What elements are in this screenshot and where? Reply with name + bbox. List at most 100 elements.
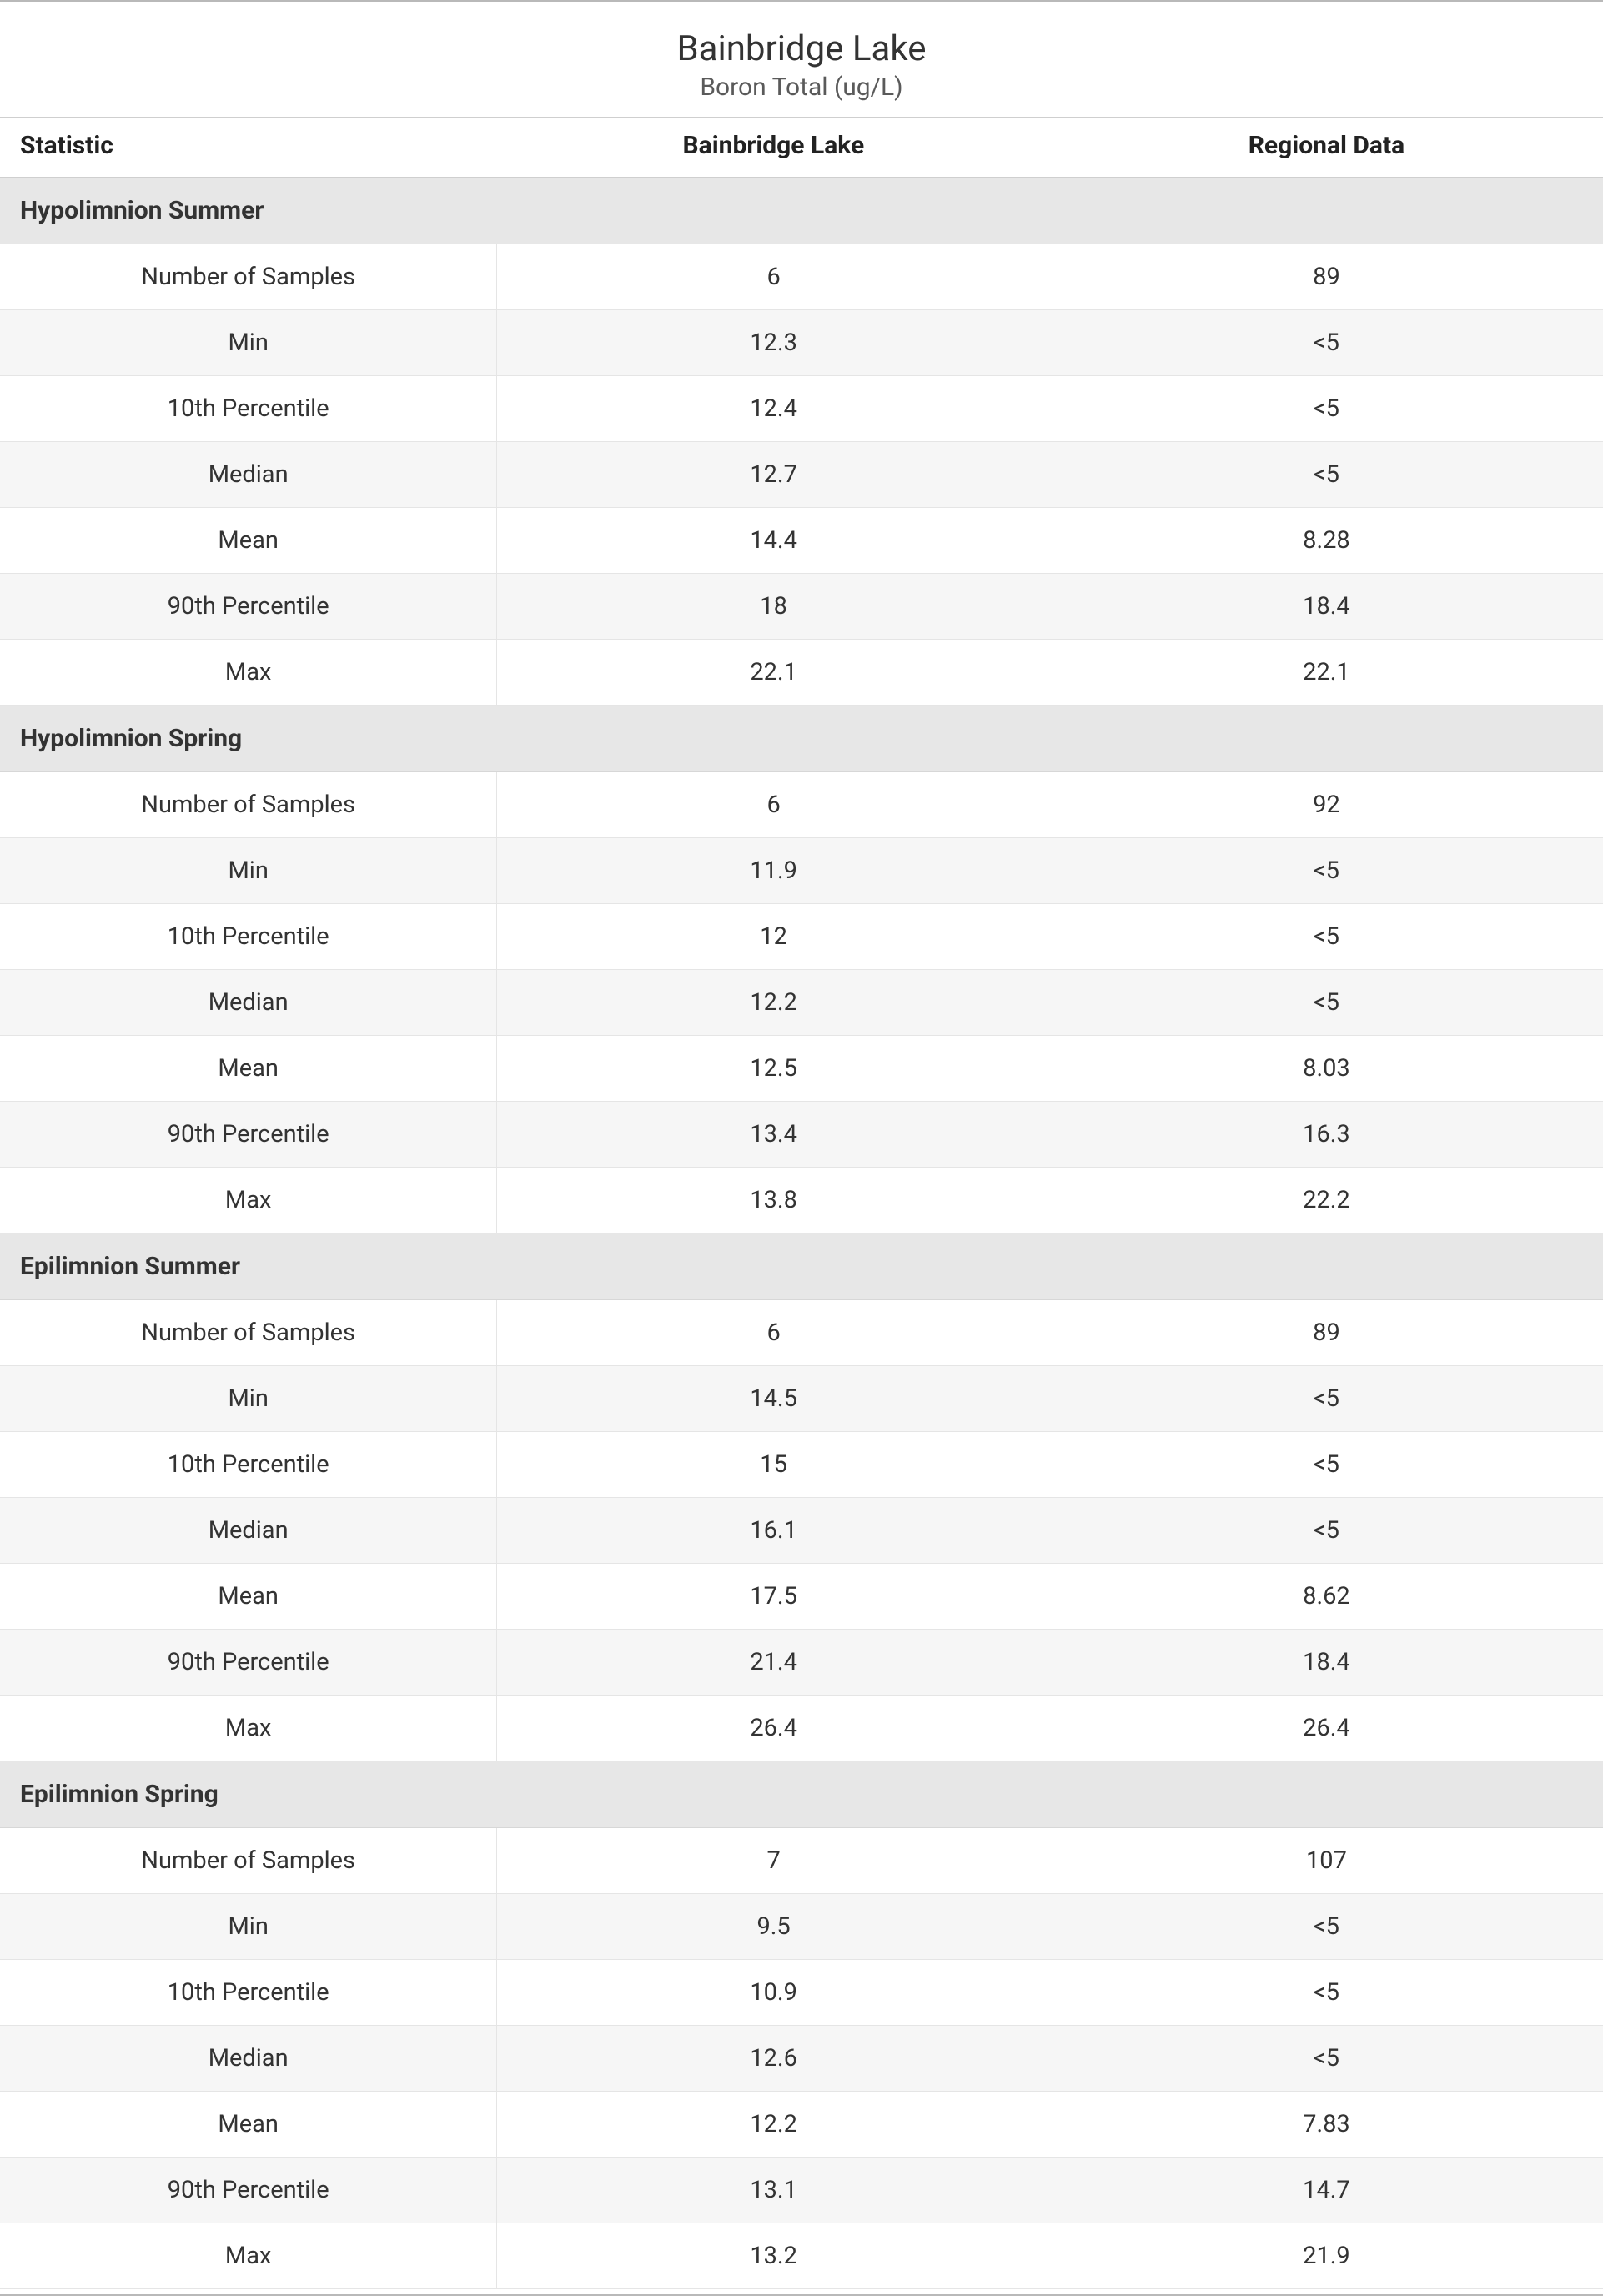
region-value: 22.2: [1050, 1168, 1603, 1233]
stat-label: 10th Percentile: [0, 376, 497, 442]
stat-label: Mean: [0, 2092, 497, 2158]
col-header-statistic: Statistic: [0, 118, 497, 178]
site-value: 14.4: [497, 508, 1050, 574]
stat-label: Max: [0, 2223, 497, 2289]
region-value: 8.62: [1050, 1564, 1603, 1630]
col-header-region: Regional Data: [1050, 118, 1603, 178]
stat-label: 10th Percentile: [0, 1432, 497, 1498]
table-row: Mean17.58.62: [0, 1564, 1603, 1630]
col-header-site: Bainbridge Lake: [497, 118, 1050, 178]
region-value: 26.4: [1050, 1696, 1603, 1761]
site-value: 26.4: [497, 1696, 1050, 1761]
table-row: 10th Percentile12.4<5: [0, 376, 1603, 442]
table-row: Max22.122.1: [0, 640, 1603, 706]
region-value: <5: [1050, 2026, 1603, 2092]
stat-label: Min: [0, 1894, 497, 1960]
section-title: Hypolimnion Summer: [0, 178, 1603, 244]
stat-label: Number of Samples: [0, 772, 497, 838]
region-value: <5: [1050, 1894, 1603, 1960]
site-value: 22.1: [497, 640, 1050, 706]
region-value: 107: [1050, 1828, 1603, 1894]
region-value: 7.83: [1050, 2092, 1603, 2158]
region-value: 8.03: [1050, 1036, 1603, 1102]
table-body: Hypolimnion SummerNumber of Samples689Mi…: [0, 178, 1603, 2289]
table-row: 10th Percentile10.9<5: [0, 1960, 1603, 2026]
table-row: Max13.822.2: [0, 1168, 1603, 1233]
page-subtitle: Boron Total (ug/L): [0, 73, 1603, 102]
stat-label: Median: [0, 2026, 497, 2092]
region-value: 18.4: [1050, 1630, 1603, 1696]
stat-label: Number of Samples: [0, 1300, 497, 1366]
table-row: Median12.6<5: [0, 2026, 1603, 2092]
region-value: <5: [1050, 1432, 1603, 1498]
stat-label: 90th Percentile: [0, 574, 497, 640]
table-row: Median16.1<5: [0, 1498, 1603, 1564]
stat-label: Median: [0, 1498, 497, 1564]
site-value: 12: [497, 904, 1050, 970]
stat-label: Number of Samples: [0, 244, 497, 310]
header-row: Statistic Bainbridge Lake Regional Data: [0, 118, 1603, 178]
region-value: 18.4: [1050, 574, 1603, 640]
table-row: Max26.426.4: [0, 1696, 1603, 1761]
table-row: Mean12.58.03: [0, 1036, 1603, 1102]
table-row: Number of Samples7107: [0, 1828, 1603, 1894]
site-value: 6: [497, 1300, 1050, 1366]
table-row: 90th Percentile21.418.4: [0, 1630, 1603, 1696]
table-row: Max13.221.9: [0, 2223, 1603, 2289]
site-value: 12.2: [497, 2092, 1050, 2158]
site-value: 7: [497, 1828, 1050, 1894]
table-row: 90th Percentile13.114.7: [0, 2158, 1603, 2223]
region-value: <5: [1050, 838, 1603, 904]
site-value: 12.7: [497, 442, 1050, 508]
region-value: <5: [1050, 1366, 1603, 1432]
region-value: <5: [1050, 442, 1603, 508]
stat-label: Mean: [0, 1036, 497, 1102]
region-value: 21.9: [1050, 2223, 1603, 2289]
table-row: Mean12.27.83: [0, 2092, 1603, 2158]
top-rule: [0, 0, 1603, 3]
stat-label: Min: [0, 310, 497, 376]
stat-label: Min: [0, 838, 497, 904]
region-value: <5: [1050, 376, 1603, 442]
table-row: 90th Percentile13.416.3: [0, 1102, 1603, 1168]
site-value: 17.5: [497, 1564, 1050, 1630]
site-value: 16.1: [497, 1498, 1050, 1564]
stat-label: Number of Samples: [0, 1828, 497, 1894]
stat-label: 90th Percentile: [0, 1630, 497, 1696]
site-value: 14.5: [497, 1366, 1050, 1432]
stat-label: Mean: [0, 1564, 497, 1630]
table-row: Number of Samples689: [0, 1300, 1603, 1366]
table-row: Min12.3<5: [0, 310, 1603, 376]
page-title: Bainbridge Lake: [0, 28, 1603, 69]
section-header: Epilimnion Summer: [0, 1233, 1603, 1300]
table-row: 10th Percentile15<5: [0, 1432, 1603, 1498]
site-value: 13.2: [497, 2223, 1050, 2289]
region-value: <5: [1050, 310, 1603, 376]
region-value: 22.1: [1050, 640, 1603, 706]
site-value: 6: [497, 244, 1050, 310]
report-container: Bainbridge Lake Boron Total (ug/L) Stati…: [0, 0, 1603, 2296]
stats-table: Statistic Bainbridge Lake Regional Data …: [0, 117, 1603, 2289]
table-row: Median12.2<5: [0, 970, 1603, 1036]
site-value: 13.8: [497, 1168, 1050, 1233]
table-row: Mean14.48.28: [0, 508, 1603, 574]
stat-label: Mean: [0, 508, 497, 574]
table-row: Number of Samples689: [0, 244, 1603, 310]
region-value: 92: [1050, 772, 1603, 838]
site-value: 12.3: [497, 310, 1050, 376]
site-value: 9.5: [497, 1894, 1050, 1960]
site-value: 15: [497, 1432, 1050, 1498]
section-header: Epilimnion Spring: [0, 1761, 1603, 1828]
section-header: Hypolimnion Summer: [0, 178, 1603, 244]
region-value: 8.28: [1050, 508, 1603, 574]
region-value: <5: [1050, 1498, 1603, 1564]
stat-label: 90th Percentile: [0, 2158, 497, 2223]
section-title: Epilimnion Summer: [0, 1233, 1603, 1300]
stat-label: Max: [0, 1696, 497, 1761]
table-row: Min9.5<5: [0, 1894, 1603, 1960]
region-value: 16.3: [1050, 1102, 1603, 1168]
region-value: 14.7: [1050, 2158, 1603, 2223]
region-value: <5: [1050, 1960, 1603, 2026]
table-row: 90th Percentile1818.4: [0, 574, 1603, 640]
section-title: Hypolimnion Spring: [0, 706, 1603, 772]
